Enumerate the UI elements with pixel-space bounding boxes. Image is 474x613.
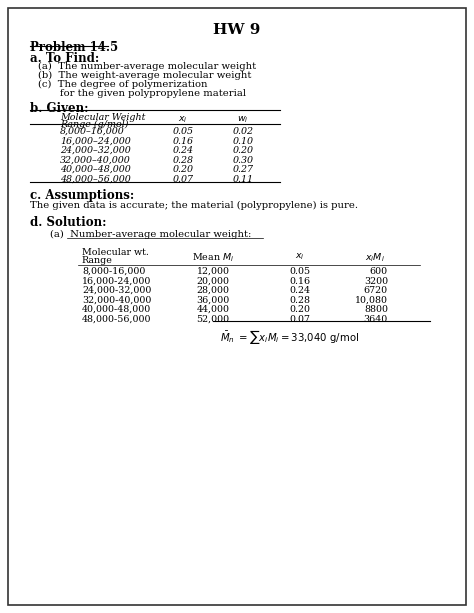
Text: 0.02: 0.02	[233, 127, 254, 136]
Text: Problem 14.5: Problem 14.5	[30, 41, 118, 54]
Text: b. Given:: b. Given:	[30, 102, 89, 115]
Text: 0.20: 0.20	[290, 305, 310, 314]
Text: (b)  The weight-average molecular weight: (b) The weight-average molecular weight	[38, 71, 251, 80]
Text: Molecular wt.: Molecular wt.	[82, 248, 149, 257]
Text: 48,000–56,000: 48,000–56,000	[60, 175, 131, 183]
Text: 3640: 3640	[364, 314, 388, 324]
Text: 12,000: 12,000	[197, 267, 229, 276]
Text: 16,000-24,000: 16,000-24,000	[82, 276, 151, 286]
Text: 0.24: 0.24	[290, 286, 310, 295]
Text: 40,000–48,000: 40,000–48,000	[60, 165, 131, 174]
Text: 48,000-56,000: 48,000-56,000	[82, 314, 152, 324]
Text: 0.05: 0.05	[290, 267, 310, 276]
Text: 8800: 8800	[364, 305, 388, 314]
Text: 0.10: 0.10	[233, 137, 254, 145]
Text: for the given polypropylene material: for the given polypropylene material	[38, 89, 246, 98]
Text: 0.28: 0.28	[290, 295, 310, 305]
Text: 0.24: 0.24	[173, 146, 193, 155]
Text: Molecular Weight: Molecular Weight	[60, 113, 146, 122]
Text: 3200: 3200	[364, 276, 388, 286]
Text: 8,000-16,000: 8,000-16,000	[82, 267, 146, 276]
Text: (c)  The degree of polymerization: (c) The degree of polymerization	[38, 80, 208, 89]
Text: 0.20: 0.20	[173, 165, 193, 174]
Text: 8,000–16,000: 8,000–16,000	[60, 127, 125, 136]
Text: 0.05: 0.05	[173, 127, 193, 136]
Text: 0.30: 0.30	[233, 156, 254, 164]
Text: Mean $M_i$: Mean $M_i$	[192, 251, 234, 264]
Text: 0.16: 0.16	[290, 276, 310, 286]
Text: $x_i$: $x_i$	[178, 114, 188, 124]
Text: 32,000–40,000: 32,000–40,000	[60, 156, 131, 164]
Text: a. To Find:: a. To Find:	[30, 52, 99, 65]
Text: 10,080: 10,080	[355, 295, 388, 305]
Text: 24,000–32,000: 24,000–32,000	[60, 146, 131, 155]
Text: c. Assumptions:: c. Assumptions:	[30, 189, 134, 202]
Text: Range (g/mol): Range (g/mol)	[60, 120, 128, 129]
Text: $w_i$: $w_i$	[237, 114, 249, 124]
Text: (a)  The number-average molecular weight: (a) The number-average molecular weight	[38, 62, 256, 71]
Text: 0.07: 0.07	[173, 175, 193, 183]
Text: HW 9: HW 9	[213, 23, 261, 37]
Text: 24,000-32,000: 24,000-32,000	[82, 286, 151, 295]
Text: $x_i M_i$: $x_i M_i$	[365, 251, 385, 264]
Text: 36,000: 36,000	[196, 295, 229, 305]
Text: 32,000-40,000: 32,000-40,000	[82, 295, 151, 305]
Text: 40,000-48,000: 40,000-48,000	[82, 305, 151, 314]
Text: 0.27: 0.27	[233, 165, 254, 174]
Text: 0.11: 0.11	[233, 175, 254, 183]
Text: 600: 600	[370, 267, 388, 276]
Text: 0.20: 0.20	[233, 146, 254, 155]
Text: 28,000: 28,000	[197, 286, 229, 295]
Text: 0.07: 0.07	[290, 314, 310, 324]
Text: 0.28: 0.28	[173, 156, 193, 164]
Text: 6720: 6720	[364, 286, 388, 295]
Text: 16,000–24,000: 16,000–24,000	[60, 137, 131, 145]
Text: 52,000: 52,000	[196, 314, 229, 324]
Text: d. Solution:: d. Solution:	[30, 216, 107, 229]
Text: $\bar{M}_n \ = \sum x_i M_i = 33{,}040 \ \mathrm{g/mol}$: $\bar{M}_n \ = \sum x_i M_i = 33{,}040 \…	[220, 328, 359, 346]
Text: (a)  Number-average molecular weight:: (a) Number-average molecular weight:	[50, 230, 251, 239]
Text: 44,000: 44,000	[197, 305, 229, 314]
Text: 20,000: 20,000	[197, 276, 229, 286]
Text: 0.16: 0.16	[173, 137, 193, 145]
Text: Range: Range	[82, 256, 113, 265]
Text: The given data is accurate; the material (polypropylene) is pure.: The given data is accurate; the material…	[30, 201, 358, 210]
FancyBboxPatch shape	[8, 8, 466, 605]
Text: $x_i$: $x_i$	[295, 251, 305, 262]
